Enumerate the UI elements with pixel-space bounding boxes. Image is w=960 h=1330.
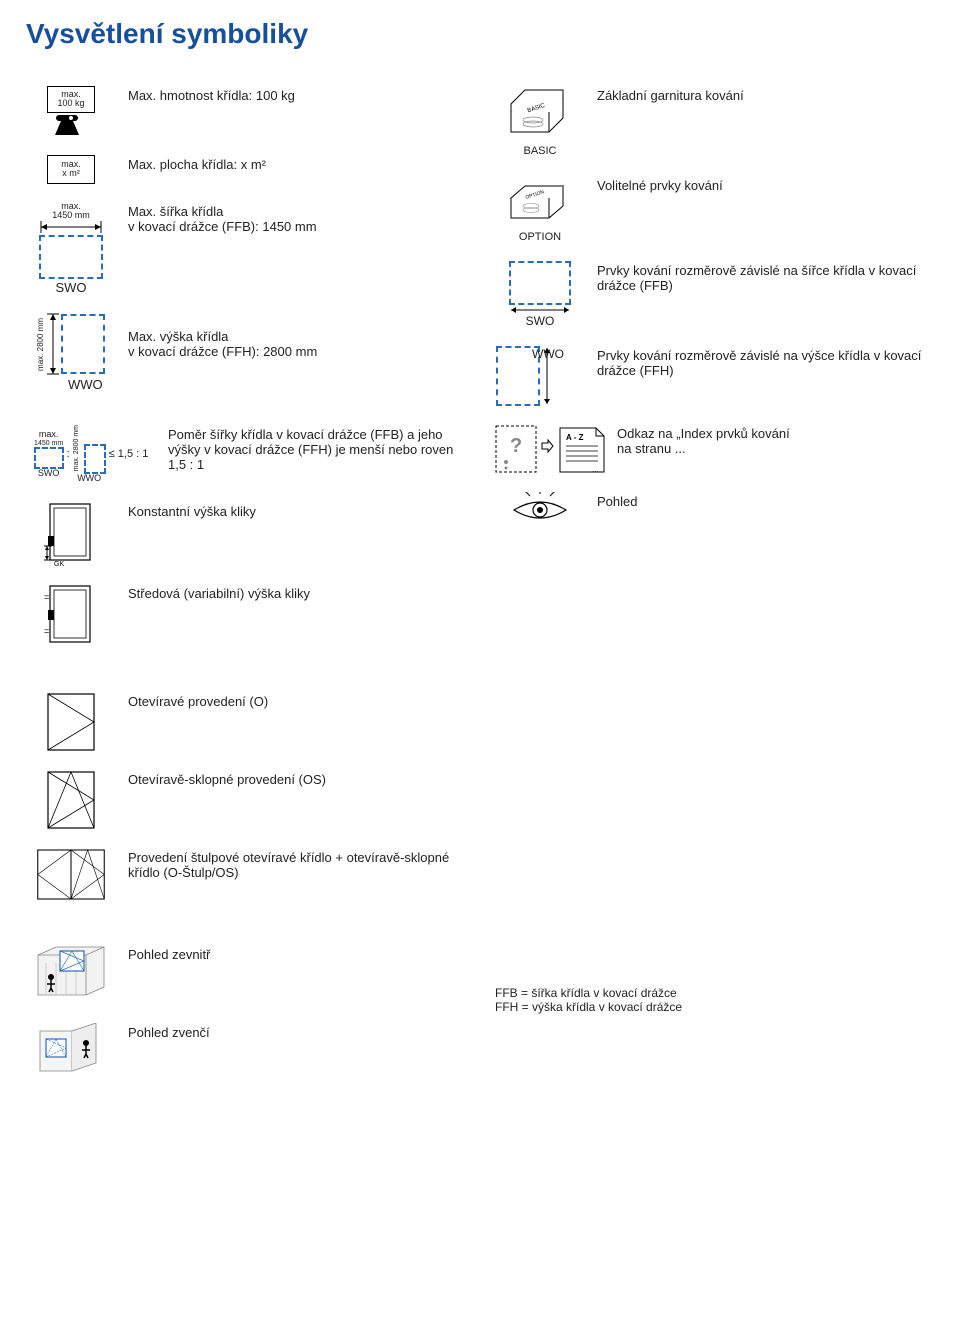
index-desc: Odkaz na „Index prvků kování na stranu .… — [617, 424, 934, 456]
svg-text:=: = — [44, 626, 49, 636]
inside-desc: Pohled zevnitř — [128, 945, 465, 962]
ratio-desc: Poměr šířky křídla v kovací drážce (FFB)… — [168, 425, 465, 472]
row-height: max. 2800 mm Max. výška křídla v kov — [26, 312, 465, 407]
weight-icon: max. 100 kg — [47, 86, 95, 137]
row-tilt: Otevíravě-sklopné provedení (OS) — [26, 770, 465, 830]
tilt-icon — [46, 770, 96, 830]
weight-desc: Max. hmotnost křídla: 100 kg — [128, 86, 465, 103]
row-gk: GK Konstantní výška kliky — [26, 502, 465, 566]
eye-icon — [510, 492, 570, 528]
row-inside: Pohled zevnitř — [26, 945, 465, 1005]
area-desc: Max. plocha křídla: x m² — [128, 155, 465, 172]
swo-desc: Prvky kování rozměrově závislé na šířce … — [597, 261, 934, 293]
swo-icon: SWO — [509, 261, 571, 328]
svg-text:A - Z: A - Z — [566, 433, 584, 442]
row-option: OPTION OPTION Volitelné prvky kování — [495, 176, 934, 244]
row-open: Otevíravé provedení (O) — [26, 692, 465, 752]
ratio-icon: max. 1450 mm SWO : max. 2800 mm WWO ≤ 1,… — [34, 425, 149, 484]
view-desc: Pohled — [597, 492, 934, 509]
basic-icon: BASIC BASIC — [505, 86, 575, 158]
middle-handle-icon: = = — [44, 584, 98, 648]
row-index: ? A - Z ... — [495, 424, 934, 474]
page-title: Vysvětlení symboliky — [26, 18, 934, 50]
svg-text:...: ... — [592, 465, 599, 474]
row-ratio: max. 1450 mm SWO : max. 2800 mm WWO ≤ 1,… — [26, 425, 465, 484]
option-icon: OPTION OPTION — [505, 176, 575, 244]
gk-icon: GK — [44, 502, 98, 566]
gk-desc: Konstantní výška kliky — [128, 502, 465, 519]
row-middle-handle: = = Středová (variabilní) výška kliky — [26, 584, 465, 648]
svg-text:?: ? — [510, 435, 522, 457]
width-desc: Max. šířka křídla v kovací drážce (FFB):… — [128, 202, 465, 234]
svg-text:GK: GK — [54, 561, 64, 566]
footer-defs: FFB = šířka křídla v kovací drážce FFH =… — [495, 986, 934, 1014]
middle-desc: Středová (variabilní) výška kliky — [128, 584, 465, 601]
option-desc: Volitelné prvky kování — [597, 176, 934, 193]
row-basic: BASIC BASIC Základní garnitura kování — [495, 86, 934, 158]
row-area: max. x m² Max. plocha křídla: x m² — [26, 155, 465, 184]
basic-desc: Základní garnitura kování — [597, 86, 934, 103]
width-icon: max. 1450 mm SWO — [39, 202, 103, 295]
row-view: Pohled — [495, 492, 934, 528]
row-swo: SWO Prvky kování rozměrově závislé na ší… — [495, 261, 934, 328]
outside-desc: Pohled zvenčí — [128, 1023, 465, 1040]
wwo-desc: Prvky kování rozměrově závislé na výšce … — [597, 346, 934, 378]
row-stulp: Provedení štulpové otevíravé křídlo + ot… — [26, 848, 465, 901]
height-icon: max. 2800 mm — [37, 312, 105, 376]
row-weight: max. 100 kg Max. hmotnost křídla: 100 kg — [26, 86, 465, 137]
svg-text:=: = — [44, 592, 49, 602]
open-icon — [46, 692, 96, 752]
inside-icon — [36, 945, 106, 1005]
area-icon: max. x m² — [47, 155, 95, 184]
outside-icon — [36, 1023, 106, 1079]
index-icon: ? A - Z ... — [494, 424, 606, 474]
row-width: max. 1450 mm SWO Max. šířka křídla v kov… — [26, 202, 465, 295]
row-outside: Pohled zvenčí — [26, 1023, 465, 1079]
tilt-desc: Otevíravě-sklopné provedení (OS) — [128, 770, 465, 787]
row-wwo: WWO Prvky kování rozměrově závislé na vý… — [495, 346, 934, 406]
stulp-desc: Provedení štulpové otevíravé křídlo + ot… — [128, 848, 465, 880]
stulp-icon — [36, 848, 106, 901]
open-desc: Otevíravé provedení (O) — [128, 692, 465, 709]
height-desc: Max. výška křídla v kovací drážce (FFH):… — [128, 329, 465, 359]
